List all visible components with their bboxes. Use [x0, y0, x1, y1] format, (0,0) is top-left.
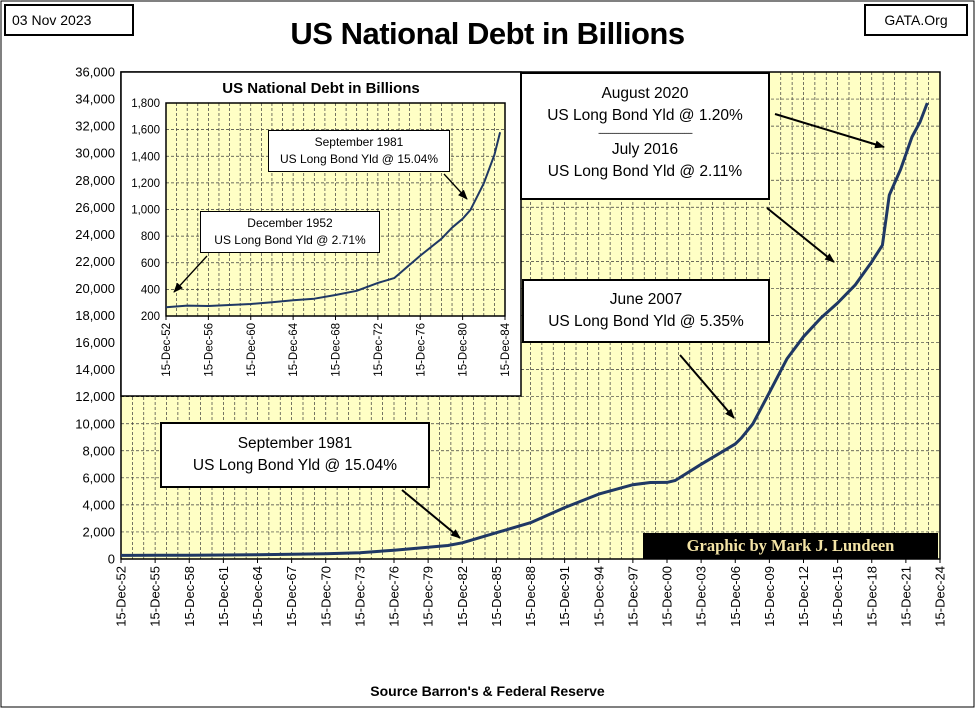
- main-y-tick-label: 14,000: [75, 362, 115, 377]
- source-tag: GATA.Org: [864, 4, 968, 36]
- inset-y-tick-label: 200: [141, 311, 160, 323]
- credit-label: Graphic by Mark J. Lundeen: [643, 533, 938, 559]
- inset-y-tick-label: 1,400: [131, 151, 160, 163]
- main-x-tick-label: 15-Dec-76: [387, 566, 402, 627]
- main-x-tick-label: 15-Dec-55: [148, 566, 163, 627]
- inset-y-tick-label: 400: [141, 284, 160, 296]
- main-x-tick-label: 15-Dec-00: [660, 566, 675, 627]
- annotation-sep-1981: September 1981 US Long Bond Yld @ 15.04%: [160, 422, 430, 488]
- annotation-aug-2020-jul-2016: August 2020 US Long Bond Yld @ 1.20% ---…: [520, 72, 770, 200]
- annotation-separator: ----------------------------------------…: [598, 128, 693, 138]
- main-y-tick-label: 2,000: [82, 524, 115, 539]
- arrow-aug-2020: [774, 113, 885, 149]
- main-y-tick-label: 10,000: [75, 416, 115, 431]
- main-x-tick-label: 15-Dec-21: [898, 566, 913, 627]
- main-y-tick-label: 0: [108, 552, 115, 567]
- annotation-aug-2020-yield: US Long Bond Yld @ 1.20%: [547, 107, 743, 124]
- main-x-tick-label: 15-Dec-24: [933, 566, 948, 627]
- main-x-tick-label: 15-Dec-06: [728, 566, 743, 627]
- inset-title: US National Debt in Billions: [222, 80, 420, 97]
- date-label: 03 Nov 2023: [4, 4, 134, 36]
- main-y-tick-label: 20,000: [75, 281, 115, 296]
- main-y-tick-label: 18,000: [75, 308, 115, 323]
- main-y-tick-label: 6,000: [82, 470, 115, 485]
- inset-x-tick-label: 15-Dec-84: [500, 322, 512, 376]
- main-x-tick-label: 15-Dec-85: [489, 566, 504, 627]
- main-y-tick-label: 26,000: [75, 200, 115, 215]
- main-x-tick-label: 15-Dec-61: [216, 566, 231, 627]
- inset-y-tick-label: 600: [141, 258, 160, 270]
- inset-series-line: [165, 132, 502, 309]
- arrow-inset-sep-1981: [443, 173, 468, 200]
- inset-y-tick-label: 1,000: [131, 205, 160, 217]
- arrow-jul-2016: [766, 207, 835, 263]
- main-y-tick-label: 12,000: [75, 389, 115, 404]
- inset-y-tick-label: 1,800: [131, 98, 160, 110]
- main-y-tick-label: 28,000: [75, 173, 115, 188]
- inset-x-tick-label: 15-Dec-60: [246, 323, 258, 377]
- main-x-tick-label: 15-Dec-15: [830, 566, 845, 627]
- main-x-tick-label: 15-Dec-88: [523, 566, 538, 627]
- main-x-tick-label: 15-Dec-52: [114, 566, 129, 627]
- annotation-arrows: [173, 113, 885, 539]
- main-y-tick-label: 36,000: [75, 65, 115, 80]
- main-x-tick-label: 15-Dec-94: [591, 566, 606, 627]
- annotation-dec-1952: December 1952 US Long Bond Yld @ 2.71%: [200, 211, 380, 253]
- main-x-tick-label: 15-Dec-73: [352, 566, 367, 627]
- main-x-tick-label: 15-Dec-58: [182, 566, 197, 627]
- inset-y-tick-label: 800: [141, 231, 160, 243]
- annotation-inset-sep-1981-yield: US Long Bond Yld @ 15.04%: [279, 152, 439, 166]
- inset-x-tick-label: 15-Dec-80: [458, 323, 470, 377]
- arrow-sep-1981: [401, 489, 461, 539]
- main-x-tick-label: 15-Dec-82: [455, 566, 470, 627]
- main-y-tick-label: 30,000: [75, 146, 115, 161]
- main-y-tick-label: 34,000: [75, 92, 115, 107]
- annotation-jun-2007-yield: US Long Bond Yld @ 5.35%: [548, 313, 744, 330]
- main-y-tick-label: 32,000: [75, 119, 115, 134]
- inset-y-tick-label: 1,600: [131, 125, 160, 137]
- main-y-tick-label: 4,000: [82, 497, 115, 512]
- main-x-tick-label: 15-Dec-67: [284, 566, 299, 627]
- annotation-jul-2016-date: July 2016: [611, 141, 679, 158]
- source-footer: Source Barron's & Federal Reserve: [370, 683, 605, 699]
- annotation-aug-2020-date: August 2020: [601, 85, 689, 102]
- inset-x-tick-label: 15-Dec-56: [203, 323, 215, 377]
- main-x-tick-label: 15-Dec-70: [318, 566, 333, 627]
- inset-y-tick-label: 1,200: [131, 178, 160, 190]
- main-x-tick-label: 15-Dec-97: [625, 566, 640, 627]
- annotation-sep-1981-date: September 1981: [237, 435, 353, 452]
- main-x-tick-label: 15-Dec-12: [796, 566, 811, 627]
- annotation-inset-sep-1981-date: September 1981: [314, 135, 404, 149]
- main-x-tick-label: 15-Dec-09: [762, 566, 777, 627]
- annotation-sep-1981-yield: US Long Bond Yld @ 15.04%: [192, 457, 398, 474]
- inset-x-tick-label: 15-Dec-76: [415, 323, 427, 377]
- chart-title: US National Debt in Billions: [290, 16, 685, 51]
- main-x-tick-label: 15-Dec-91: [557, 566, 572, 627]
- annotation-jul-2016-yield: US Long Bond Yld @ 2.11%: [547, 163, 743, 180]
- annotation-jun-2007-date: June 2007: [609, 291, 683, 308]
- main-x-tick-label: 15-Dec-03: [694, 566, 709, 627]
- main-x-tick-label: 15-Dec-79: [421, 566, 436, 627]
- annotation-dec-1952-yield: US Long Bond Yld @ 2.71%: [214, 233, 366, 247]
- inset-x-tick-label: 15-Dec-64: [288, 322, 300, 376]
- inset-x-tick-label: 15-Dec-72: [373, 323, 385, 377]
- main-y-tick-label: 16,000: [75, 335, 115, 350]
- inset-x-tick-label: 15-Dec-68: [331, 323, 343, 377]
- annotation-dec-1952-date: December 1952: [247, 216, 333, 230]
- main-x-tick-label: 15-Dec-64: [250, 566, 265, 627]
- arrow-jun-2007: [679, 354, 735, 419]
- annotation-jun-2007: June 2007 US Long Bond Yld @ 5.35%: [522, 279, 770, 343]
- arrow-dec-1952: [173, 255, 208, 293]
- main-series-line: [120, 102, 929, 557]
- main-x-tick-label: 15-Dec-18: [864, 566, 879, 627]
- annotation-inset-sep-1981: September 1981 US Long Bond Yld @ 15.04%: [268, 130, 450, 172]
- main-y-tick-label: 24,000: [75, 227, 115, 242]
- inset-x-tick-label: 15-Dec-52: [161, 323, 173, 377]
- main-y-tick-label: 8,000: [82, 443, 115, 458]
- main-y-tick-label: 22,000: [75, 254, 115, 269]
